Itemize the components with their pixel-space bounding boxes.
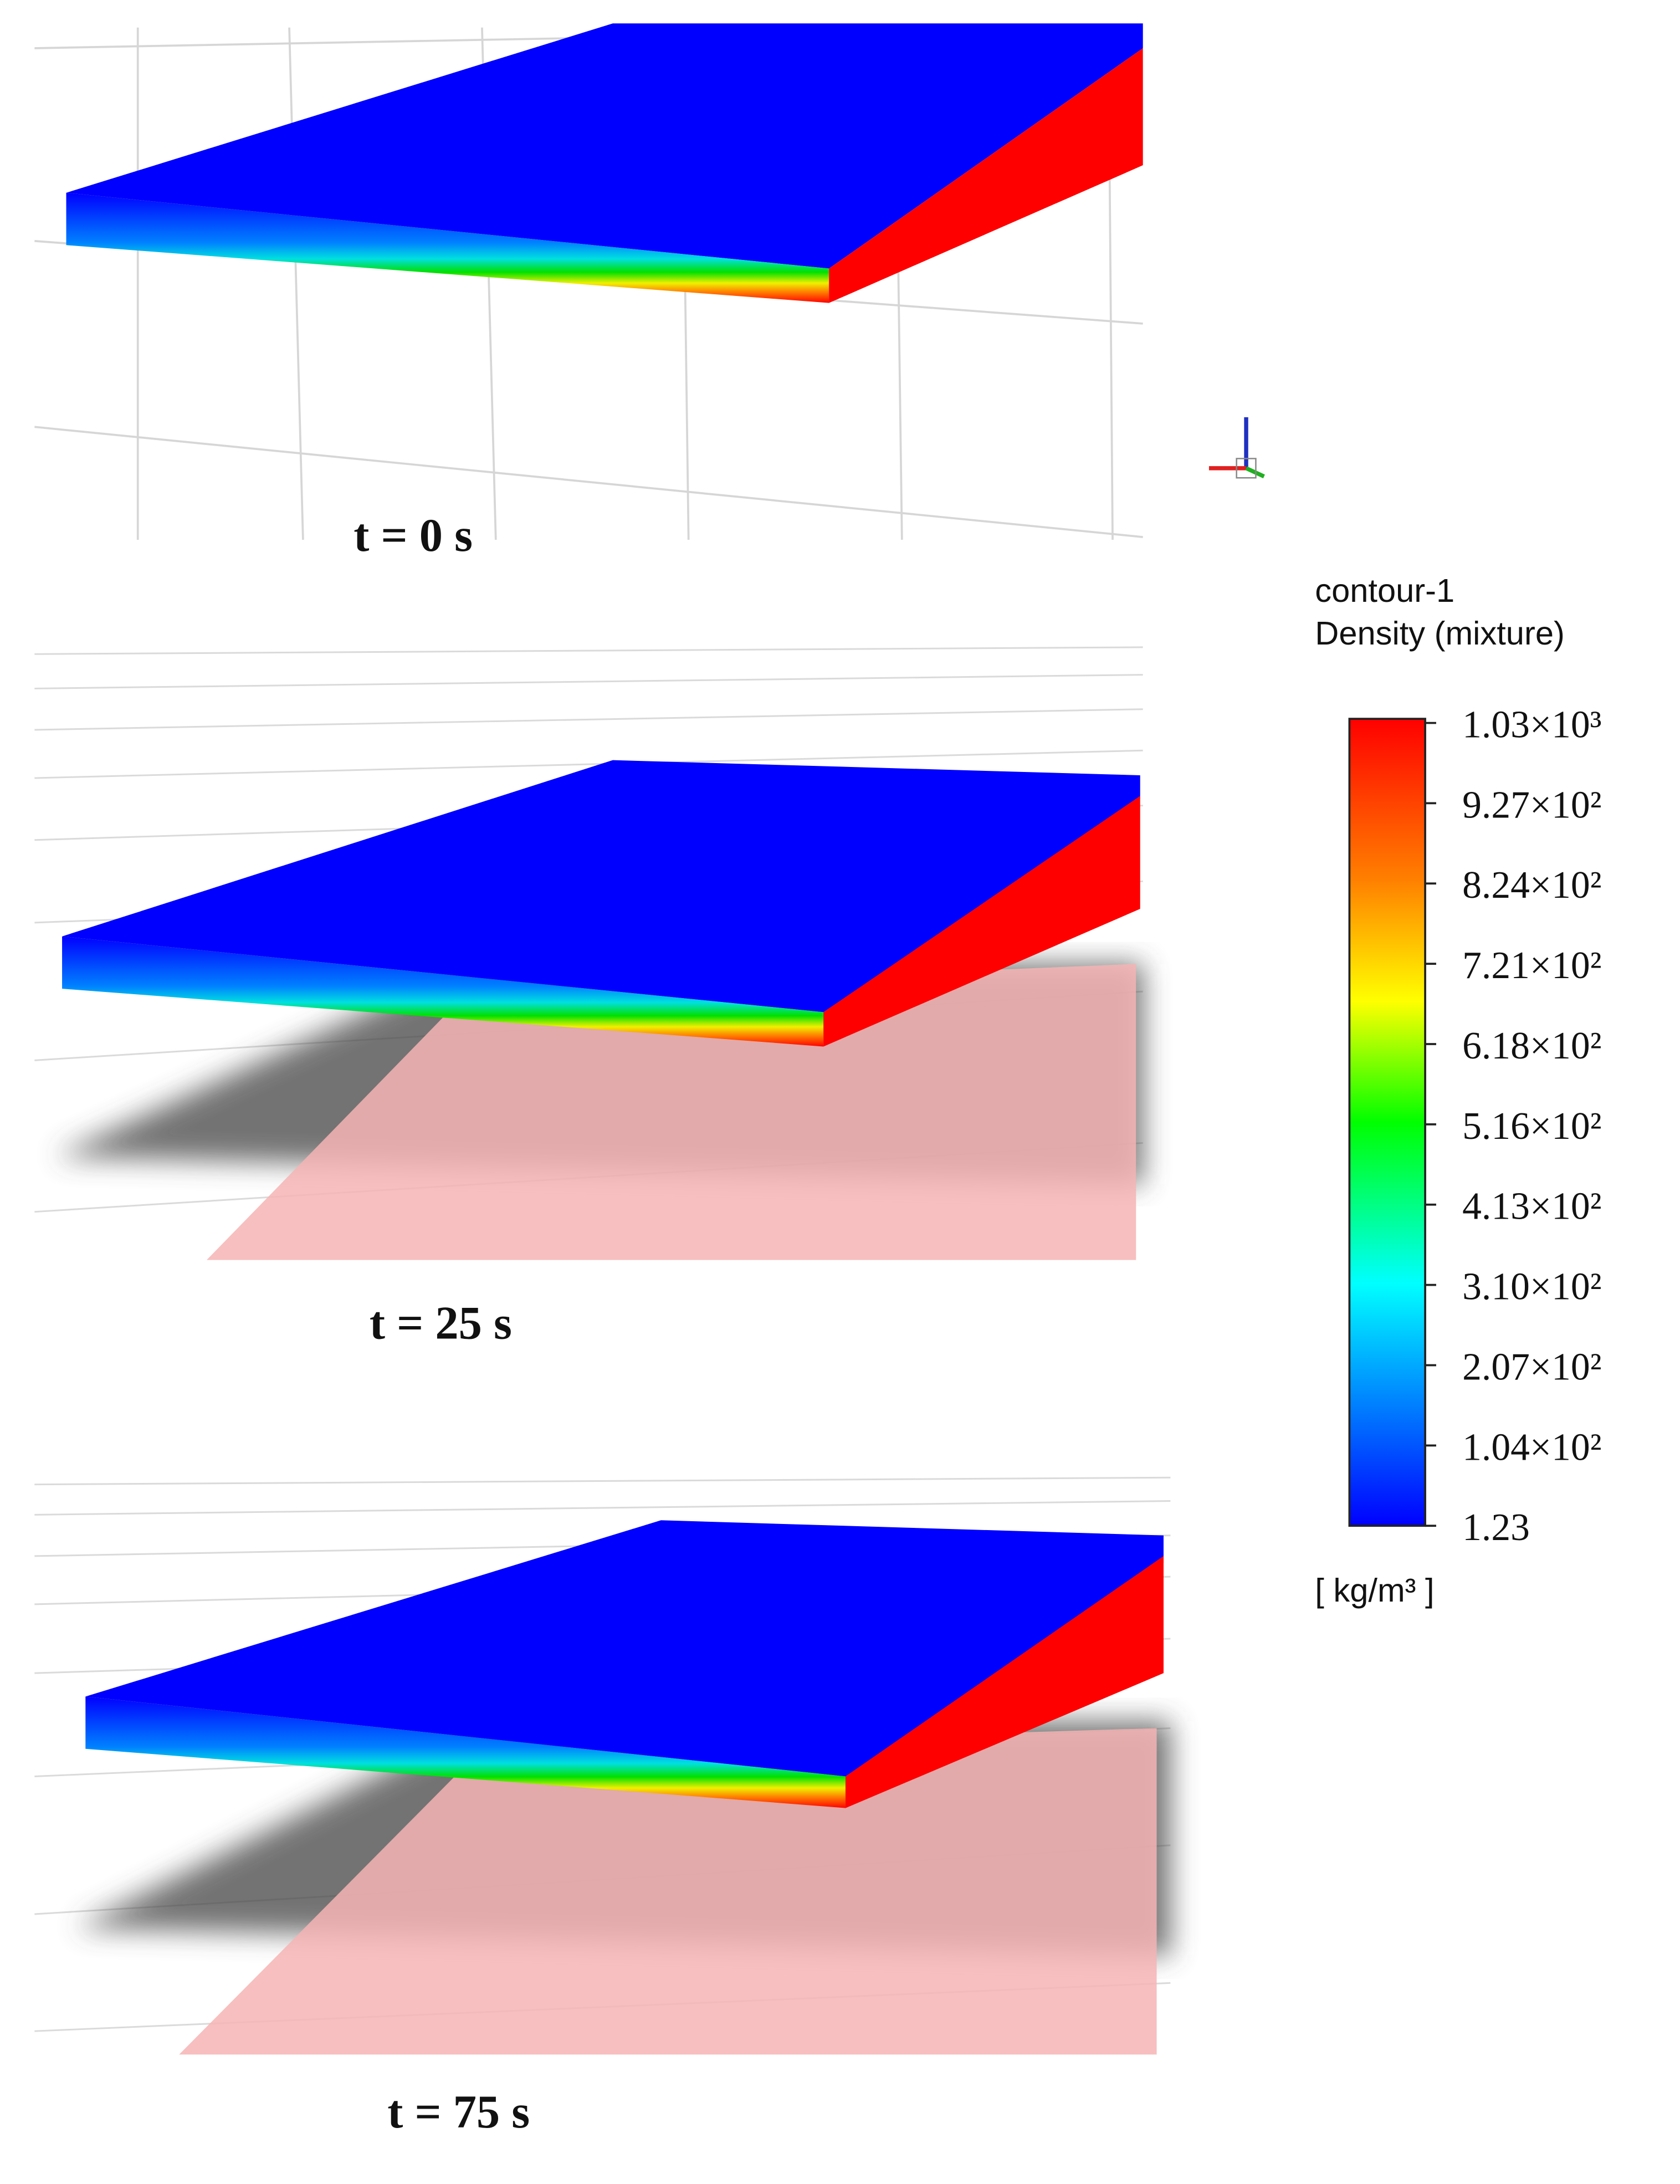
colorbar-tick-label: 6.18×10² xyxy=(1462,1025,1601,1067)
colorbar-legend: contour-1 Density (mixture) [ kg/m³ ] 1.… xyxy=(1315,572,1601,1609)
slab-front xyxy=(85,1696,846,1808)
colorbar-tick-label: 8.24×10² xyxy=(1462,864,1601,907)
time-label: t = 25 s xyxy=(370,1297,512,1349)
time-label: t = 0 s xyxy=(354,510,473,561)
colorbar-tick-label: 1.04×10² xyxy=(1462,1426,1601,1469)
panel: t = 0 s xyxy=(34,23,1143,561)
slab-side xyxy=(823,796,1140,1047)
slab-top xyxy=(85,1520,1164,1777)
reflection xyxy=(179,1728,1157,2055)
panel: t = 25 s xyxy=(34,646,1143,1349)
colorbar xyxy=(1348,718,1426,1527)
axis-triad xyxy=(1208,417,1265,479)
panel: t = 75 s xyxy=(34,1476,1171,2138)
slab-front xyxy=(66,192,829,303)
legend-unit: [ kg/m³ ] xyxy=(1315,1572,1434,1609)
colorbar-tick-label: 4.13×10² xyxy=(1462,1185,1601,1228)
slab-top xyxy=(62,760,1140,1012)
colorbar-tick-label: 3.10×10² xyxy=(1462,1266,1601,1308)
colorbar-tick-label: 7.21×10² xyxy=(1462,944,1601,987)
reflection xyxy=(206,964,1136,1260)
colorbar-tick-label: 2.07×10² xyxy=(1462,1346,1601,1388)
slab-side xyxy=(829,48,1143,303)
colorbar-tick-label: 1.23 xyxy=(1462,1506,1530,1549)
legend-name: contour-1 xyxy=(1315,572,1454,609)
colorbar-tick-label: 5.16×10² xyxy=(1462,1105,1601,1148)
slab-top xyxy=(66,23,1143,269)
legend-quantity: Density (mixture) xyxy=(1315,615,1565,652)
slab-front xyxy=(62,936,824,1047)
colorbar-tick-label: 1.03×10³ xyxy=(1462,703,1601,746)
colorbar-tick-label: 9.27×10² xyxy=(1462,784,1601,826)
time-label: t = 75 s xyxy=(387,2086,530,2138)
slab-side xyxy=(845,1556,1164,1808)
